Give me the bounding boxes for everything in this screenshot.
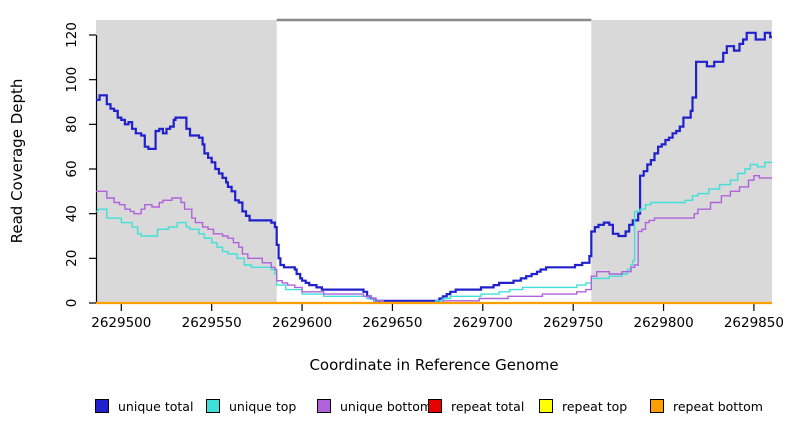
legend-item-unique-top: unique top <box>206 398 297 414</box>
legend-swatch-repeat-total <box>428 399 442 413</box>
x-tick-label-2629700: 2629700 <box>453 315 513 331</box>
y-tick-label-40: 40 <box>64 205 80 222</box>
series-unique-bottom <box>96 175 772 304</box>
y-tick-label-100: 100 <box>64 67 80 93</box>
x-tick-label-2629850: 2629850 <box>724 315 784 331</box>
x-tick-label-2629500: 2629500 <box>91 315 151 331</box>
legend-label-unique-bottom: unique bottom <box>340 398 433 414</box>
y-tick-label-120: 120 <box>64 22 80 48</box>
legend-swatch-unique-total <box>95 399 109 413</box>
legend-swatch-repeat-bottom <box>650 399 664 413</box>
y-tick-label-60: 60 <box>64 160 80 177</box>
legend-label-repeat-top: repeat top <box>562 398 628 414</box>
x-tick-label-2629800: 2629800 <box>634 315 694 331</box>
legend-label-unique-total: unique total <box>118 398 194 414</box>
legend-swatch-repeat-top <box>539 399 553 413</box>
series-unique-total <box>96 31 772 302</box>
legend-swatch-unique-top <box>206 399 220 413</box>
x-tick-label-2629750: 2629750 <box>543 315 603 331</box>
legend-label-repeat-bottom: repeat bottom <box>673 398 763 414</box>
y-axis-title: Read Coverage Depth <box>8 78 26 244</box>
shaded-region-right <box>591 20 772 304</box>
x-tick-label-2629600: 2629600 <box>272 315 332 331</box>
legend-label-repeat-total: repeat total <box>451 398 525 414</box>
shaded-region-left <box>96 20 277 304</box>
legend-swatch-unique-bottom <box>317 399 331 413</box>
x-tick-label-2629550: 2629550 <box>182 315 242 331</box>
y-tick-label-80: 80 <box>64 116 80 133</box>
x-tick-label-2629650: 2629650 <box>362 315 422 331</box>
y-tick-label-20: 20 <box>64 250 80 267</box>
x-axis-title: Coordinate in Reference Genome <box>309 356 559 374</box>
legend-item-repeat-bottom: repeat bottom <box>650 398 763 414</box>
legend-item-repeat-total: repeat total <box>428 398 525 414</box>
legend-item-unique-bottom: unique bottom <box>317 398 433 414</box>
legend-item-unique-total: unique total <box>95 398 194 414</box>
y-tick-label-0: 0 <box>64 299 80 308</box>
legend-item-repeat-top: repeat top <box>539 398 628 414</box>
legend-label-unique-top: unique top <box>229 398 297 414</box>
